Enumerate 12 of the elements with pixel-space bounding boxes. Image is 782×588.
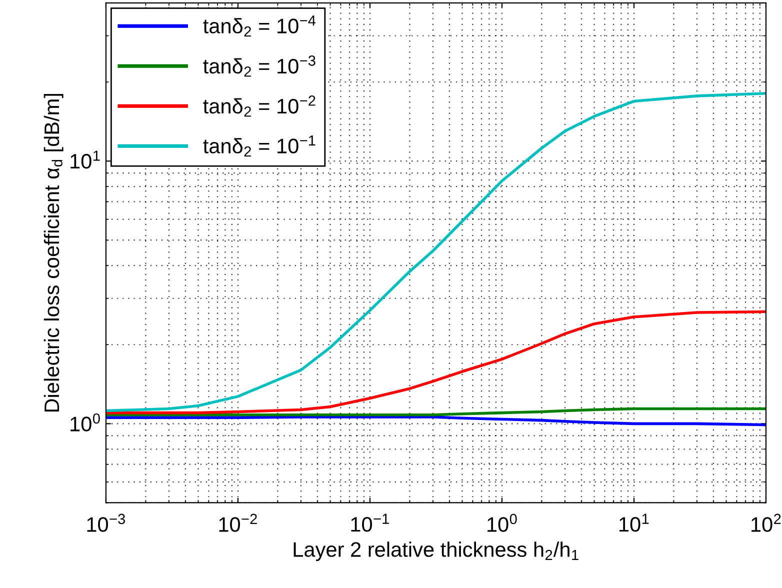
x-tick-label: 10$^{1}$ xyxy=(620,514,649,532)
legend-label: tanδ$_{2}$ = 10$^{−1}$ xyxy=(203,135,316,157)
x-axis-title: Layer 2 relative thickness h$_{2}$/h$_{1}$ xyxy=(294,542,578,562)
x-tick-label: 10$^{−2}$ xyxy=(219,514,257,532)
x-tick-label: 10$^{−1}$ xyxy=(351,514,389,532)
x-tick-label: 10$^{−3}$ xyxy=(87,514,125,532)
x-tick-label: 10$^{2}$ xyxy=(752,514,781,532)
x-tick-label: 10$^{0}$ xyxy=(488,514,517,532)
legend-label: tanδ$_{2}$ = 10$^{−3}$ xyxy=(203,55,316,77)
legend-label: tanδ$_{2}$ = 10$^{−4}$ xyxy=(203,15,316,37)
legend-label: tanδ$_{2}$ = 10$^{−2}$ xyxy=(203,95,316,117)
y-axis-title: Dielectric loss coefficient α$_{d}$ [dB/m] xyxy=(44,94,64,412)
